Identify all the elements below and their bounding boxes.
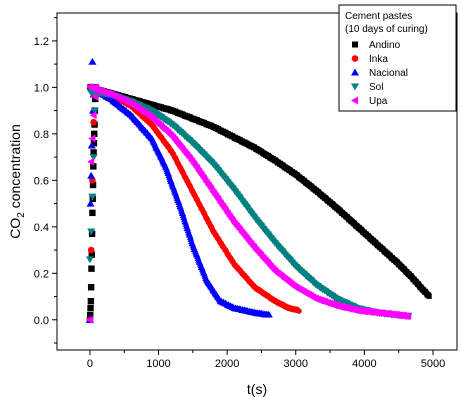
legend-marker bbox=[352, 41, 358, 48]
legend-marker bbox=[351, 83, 359, 91]
legend-item-andino: Andino bbox=[352, 40, 401, 51]
y-axis-title-subscript: 2 bbox=[16, 212, 27, 218]
legend-marker bbox=[351, 68, 359, 76]
legend-marker bbox=[351, 96, 358, 105]
data-point bbox=[87, 141, 96, 149]
data-point bbox=[266, 311, 273, 318]
x-tick-label: 3000 bbox=[284, 358, 308, 370]
x-tick-label: 4000 bbox=[352, 358, 376, 370]
data-marks bbox=[85, 57, 432, 324]
legend-items: Andino Inka Nacional Sol Upa bbox=[351, 40, 408, 107]
data-point bbox=[87, 297, 95, 305]
x-tick-label: 0 bbox=[87, 358, 93, 370]
data-point bbox=[405, 312, 412, 320]
legend-title-line2: (10 days of curing) bbox=[345, 24, 428, 35]
legend-item-inka: Inka bbox=[351, 54, 388, 65]
legend-label: Sol bbox=[369, 82, 383, 93]
data-point bbox=[90, 92, 98, 101]
data-point bbox=[85, 315, 93, 324]
data-point bbox=[88, 265, 95, 272]
data-point bbox=[88, 134, 96, 143]
data-point bbox=[85, 256, 94, 264]
legend-label: Andino bbox=[369, 40, 401, 51]
legend-label: Upa bbox=[369, 96, 388, 107]
data-point bbox=[87, 311, 94, 319]
data-point bbox=[87, 228, 96, 236]
data-point bbox=[296, 308, 302, 314]
legend-box bbox=[338, 4, 457, 112]
x-axis: 0 1000 2000 3000 4000 5000 bbox=[87, 350, 445, 370]
data-point bbox=[91, 130, 98, 138]
y-axis: 0.0 0.2 0.4 0.6 0.8 1.0 1.2 bbox=[34, 17, 57, 344]
x-tick-label: 2000 bbox=[215, 358, 239, 370]
x-tick-label: 5000 bbox=[421, 358, 445, 370]
legend-label: Inka bbox=[369, 54, 388, 65]
y-tick-label: 0.6 bbox=[34, 175, 49, 187]
data-point bbox=[87, 304, 94, 312]
data-point bbox=[92, 83, 100, 92]
data-point bbox=[90, 118, 97, 126]
y-tick-label: 1.0 bbox=[34, 82, 49, 94]
y-axis-title-main: CO bbox=[7, 218, 23, 239]
data-point bbox=[86, 199, 95, 207]
y-tick-label: 0.2 bbox=[34, 268, 49, 280]
data-point bbox=[89, 111, 97, 120]
data-point bbox=[88, 193, 97, 201]
y-tick-label: 0.4 bbox=[34, 222, 49, 234]
data-point bbox=[89, 181, 97, 189]
data-point bbox=[88, 251, 95, 258]
y-axis-title-rest: concentration bbox=[7, 124, 23, 212]
y-tick-label: 0.0 bbox=[34, 315, 49, 327]
legend-item-nacional: Nacional bbox=[351, 68, 408, 79]
legend-title-line1: Cement pastes bbox=[345, 11, 412, 22]
data-point bbox=[87, 157, 95, 166]
legend-label: Nacional bbox=[369, 68, 408, 79]
plot-frame bbox=[56, 12, 458, 351]
legend-marker bbox=[351, 55, 359, 62]
series-upa bbox=[85, 83, 412, 324]
data-point bbox=[88, 57, 97, 65]
data-point bbox=[89, 209, 96, 217]
y-tick-label: 1.2 bbox=[34, 36, 49, 48]
x-axis-title: t(s) bbox=[247, 381, 267, 397]
data-point bbox=[426, 293, 432, 299]
legend-item-sol: Sol bbox=[351, 82, 383, 93]
y-tick-label: 0.8 bbox=[34, 129, 49, 141]
data-point bbox=[87, 246, 95, 254]
data-point bbox=[89, 154, 98, 162]
data-point bbox=[90, 163, 97, 170]
legend-item-upa: Upa bbox=[351, 96, 388, 107]
data-point bbox=[87, 171, 96, 179]
x-tick-label: 1000 bbox=[146, 358, 170, 370]
data-point bbox=[90, 107, 99, 115]
data-point bbox=[90, 139, 98, 147]
data-point bbox=[87, 284, 95, 291]
legend: Cement pastes (10 days of curing) Andino… bbox=[338, 4, 457, 112]
y-axis-title: CO2 concentration bbox=[7, 124, 27, 239]
data-point bbox=[90, 149, 97, 156]
